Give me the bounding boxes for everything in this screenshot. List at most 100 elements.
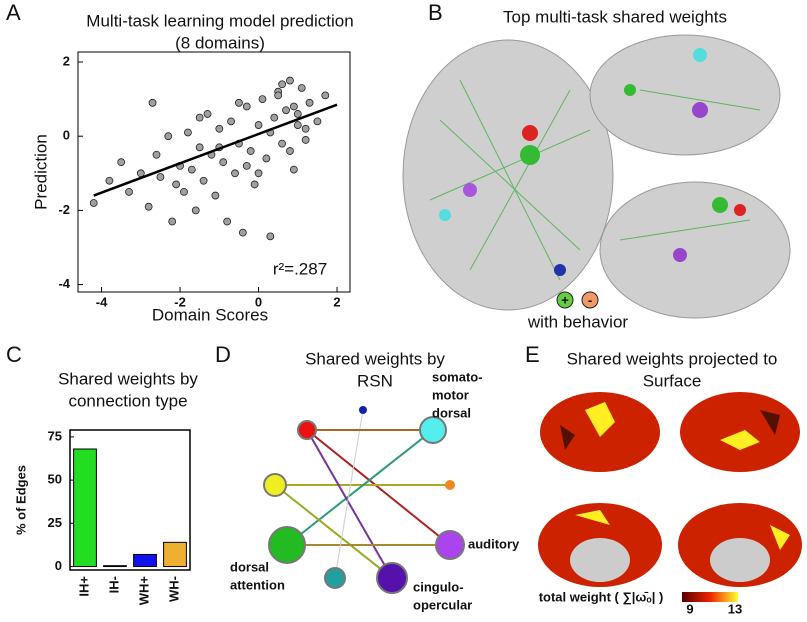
point bbox=[301, 124, 310, 133]
point bbox=[89, 199, 98, 207]
point bbox=[305, 98, 314, 107]
x-tick-label: IH- bbox=[106, 576, 121, 593]
colorbar-tick: 9 bbox=[686, 601, 693, 616]
point bbox=[293, 121, 302, 129]
point bbox=[152, 150, 161, 159]
point bbox=[203, 110, 212, 118]
title: (8 domains) bbox=[175, 33, 265, 52]
title: Shared weights by bbox=[305, 349, 445, 368]
title: connection type bbox=[68, 391, 187, 410]
point bbox=[242, 161, 251, 170]
node-label: cingulo- bbox=[413, 579, 464, 594]
x-tick-label: IH+ bbox=[76, 576, 91, 597]
point bbox=[231, 169, 239, 178]
point bbox=[164, 132, 173, 141]
annotation: r²=.287 bbox=[273, 259, 327, 278]
title: RSN bbox=[357, 371, 393, 390]
point bbox=[313, 117, 322, 126]
legend-sign: - bbox=[588, 292, 592, 307]
node-label: opercular bbox=[413, 597, 472, 612]
point bbox=[246, 147, 255, 155]
node-label: attention bbox=[230, 577, 285, 592]
point bbox=[215, 124, 224, 133]
point bbox=[286, 147, 294, 155]
node-label: dorsal bbox=[432, 405, 471, 420]
y-tick-label: 0 bbox=[55, 558, 62, 573]
point bbox=[191, 206, 200, 215]
panel-label: D bbox=[215, 342, 231, 367]
point bbox=[235, 98, 243, 107]
plot-frame bbox=[69, 429, 191, 571]
y-tick-label: 50 bbox=[48, 472, 62, 487]
legend-sign: + bbox=[561, 292, 569, 307]
point bbox=[278, 139, 286, 148]
legend-text: with behavior bbox=[527, 312, 629, 331]
point bbox=[289, 165, 298, 174]
point bbox=[293, 110, 302, 118]
y-tick-label: -2 bbox=[58, 202, 70, 217]
bar bbox=[163, 541, 187, 568]
point bbox=[301, 136, 310, 144]
bar bbox=[133, 553, 157, 568]
node-label: somato- bbox=[432, 369, 483, 384]
colorbar-label: total weight ( ∑|ω̄ₒ| ) bbox=[539, 589, 664, 604]
point bbox=[254, 169, 263, 178]
point bbox=[187, 165, 196, 174]
x-label: Domain Scores bbox=[152, 305, 268, 324]
title: Shared weights by bbox=[58, 369, 198, 388]
title: Shared weights projected to bbox=[567, 349, 778, 368]
rsn-graph bbox=[263, 406, 465, 594]
point bbox=[282, 106, 290, 115]
title: Top multi-task shared weights bbox=[503, 7, 727, 26]
y-tick-label: 25 bbox=[48, 515, 62, 530]
point bbox=[227, 117, 235, 126]
y-tick-label: -4 bbox=[58, 276, 70, 291]
fit-line bbox=[93, 103, 338, 197]
point bbox=[289, 102, 298, 111]
panel-label: A bbox=[6, 0, 21, 25]
x-tick-label: WH- bbox=[166, 576, 181, 602]
point bbox=[286, 76, 294, 85]
y-label: Prediction bbox=[31, 134, 50, 210]
node-label: motor bbox=[432, 387, 469, 402]
point bbox=[258, 95, 267, 104]
point bbox=[183, 128, 192, 137]
panel-label: B bbox=[428, 0, 443, 25]
node-label: dorsal bbox=[230, 559, 269, 574]
x-tick-label: 2 bbox=[333, 294, 340, 309]
brain-renders bbox=[402, 34, 791, 319]
point bbox=[278, 80, 286, 89]
point bbox=[105, 176, 114, 185]
panel-label: E bbox=[525, 342, 540, 367]
point bbox=[180, 187, 188, 196]
x-tick-label: 0 bbox=[255, 294, 262, 309]
point bbox=[223, 217, 232, 226]
point bbox=[144, 202, 153, 211]
legend-swatch bbox=[556, 291, 574, 309]
node-label: auditory bbox=[468, 536, 520, 551]
point bbox=[156, 173, 165, 181]
point bbox=[195, 113, 204, 122]
point bbox=[270, 113, 279, 122]
legend-swatch bbox=[581, 291, 599, 309]
x-tick-label: WH+ bbox=[136, 576, 151, 606]
point bbox=[148, 98, 157, 107]
colorbar-tick: 13 bbox=[728, 601, 742, 616]
point bbox=[274, 91, 283, 100]
title: Surface bbox=[643, 371, 702, 390]
surface-renders bbox=[538, 392, 802, 587]
y-tick-label: 75 bbox=[48, 428, 62, 443]
colorbar bbox=[682, 592, 738, 602]
point bbox=[125, 187, 133, 196]
bar bbox=[103, 565, 127, 568]
point bbox=[211, 191, 220, 200]
panel-label: C bbox=[6, 342, 22, 367]
point bbox=[266, 232, 275, 241]
point bbox=[238, 228, 247, 237]
point bbox=[168, 217, 177, 226]
point bbox=[199, 176, 208, 185]
point bbox=[195, 143, 204, 152]
point bbox=[250, 180, 259, 189]
y-label: % of Edges bbox=[13, 465, 28, 535]
point bbox=[254, 121, 263, 129]
